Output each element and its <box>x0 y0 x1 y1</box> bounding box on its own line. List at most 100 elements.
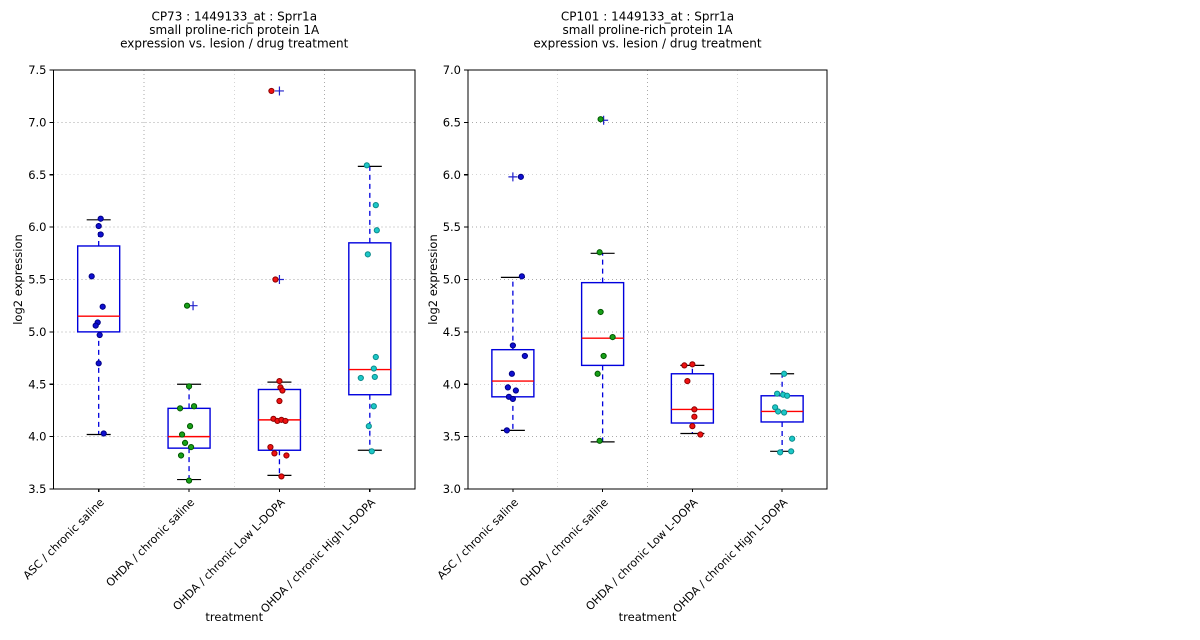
data-point <box>99 303 106 310</box>
y-tick-label: 4.5 <box>443 325 461 339</box>
y-tick-label: 3.5 <box>443 430 461 444</box>
axes <box>49 69 416 492</box>
data-point <box>365 423 372 430</box>
data-point <box>363 162 370 169</box>
data-point <box>509 395 516 403</box>
y-tick-label: 4.0 <box>28 430 46 444</box>
data-point <box>689 361 696 368</box>
box-group-4 <box>348 162 392 455</box>
data-point <box>597 308 604 316</box>
data-point <box>370 403 377 410</box>
data-point <box>373 227 380 234</box>
data-point <box>518 273 525 280</box>
grid <box>53 70 415 489</box>
data-point <box>609 334 616 341</box>
chart-title-line: small proline-rich protein 1A <box>563 23 734 37</box>
box <box>76 245 121 333</box>
y-tick-label: 6.5 <box>443 115 461 129</box>
data-point <box>781 370 788 377</box>
data-point <box>600 352 607 360</box>
box-group-2 <box>580 115 625 444</box>
data-point <box>691 406 698 413</box>
data-point <box>92 322 99 329</box>
data-point <box>178 431 186 438</box>
box <box>670 373 715 424</box>
data-point <box>596 437 603 444</box>
data-point <box>95 222 102 230</box>
box-group-1 <box>76 215 121 437</box>
data-point <box>784 392 791 399</box>
data-point <box>95 360 102 367</box>
data-point <box>681 362 688 369</box>
data-point <box>100 430 107 437</box>
axes <box>464 69 828 492</box>
data-point <box>371 373 378 381</box>
data-point <box>596 249 603 256</box>
data-point <box>691 413 698 420</box>
y-tick-label: 5.0 <box>443 273 461 287</box>
flier-plus <box>508 172 518 182</box>
chart-title-line: expression vs. lesion / drug treatment <box>533 37 762 51</box>
data-point <box>697 431 704 438</box>
data-point <box>267 444 274 451</box>
data-point <box>509 342 516 349</box>
box-group-1 <box>491 172 535 434</box>
box <box>580 281 625 367</box>
chart-title-line: CP101 : 1449133_at : Sprr1a <box>561 10 734 24</box>
chart-title-line: CP73 : 1449133_at : Sprr1a <box>151 10 317 24</box>
data-point <box>372 202 379 209</box>
data-point <box>597 116 604 123</box>
y-tick-label: 4.5 <box>28 377 46 391</box>
box-group-3 <box>670 361 715 438</box>
data-point <box>357 374 364 382</box>
data-point <box>96 331 103 339</box>
data-point <box>185 477 193 484</box>
data-point <box>97 231 104 238</box>
data-point <box>781 409 788 416</box>
y-tick-label: 3.0 <box>443 482 461 496</box>
data-point <box>276 397 283 405</box>
data-point <box>521 352 528 360</box>
data-point <box>177 452 185 459</box>
y-tick-label: 5.0 <box>28 325 46 339</box>
y-tick-label: 7.5 <box>28 63 46 77</box>
y-tick-label: 3.5 <box>28 482 46 496</box>
data-point <box>788 448 795 455</box>
data-point <box>777 449 784 456</box>
data-point <box>187 444 195 451</box>
data-point <box>789 435 796 442</box>
data-point <box>372 353 379 361</box>
data-point <box>183 302 191 309</box>
box-group-4 <box>760 370 804 456</box>
data-point <box>279 387 286 394</box>
data-point <box>181 439 189 447</box>
data-point <box>185 383 193 390</box>
y-tick-label: 7.0 <box>443 63 461 77</box>
x-axis-label: treatment <box>619 610 677 624</box>
data-point <box>684 378 691 385</box>
y-axis-label: log2 expression <box>426 234 440 325</box>
y-tick-label: 5.5 <box>28 273 46 287</box>
box-group-2 <box>167 301 211 484</box>
data-point <box>186 423 194 430</box>
y-tick-label: 6.5 <box>28 168 46 182</box>
data-point <box>364 251 371 258</box>
data-point <box>594 370 601 377</box>
x-axis-label: treatment <box>205 610 263 624</box>
data-point <box>503 427 510 434</box>
chart-title-line: expression vs. lesion / drug treatment <box>120 37 349 51</box>
box-group-3 <box>257 86 302 480</box>
data-point <box>268 87 275 95</box>
box <box>348 242 392 396</box>
y-axis-label: log2 expression <box>11 234 25 325</box>
data-point <box>88 273 95 280</box>
data-point <box>282 417 289 425</box>
data-point <box>272 276 279 283</box>
data-point <box>97 215 104 222</box>
data-point <box>271 450 278 457</box>
data-point <box>370 365 377 372</box>
